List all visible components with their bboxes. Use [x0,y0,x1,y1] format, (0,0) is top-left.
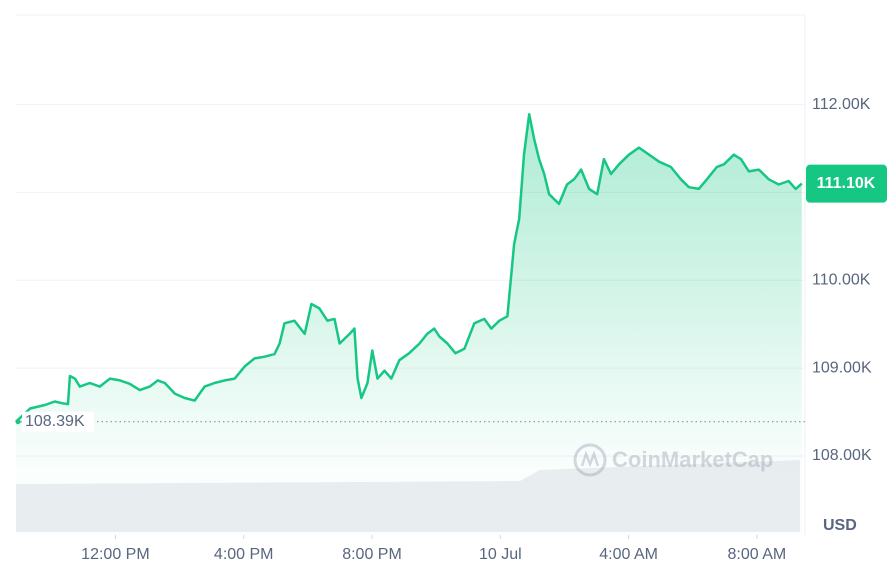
y-tick-label: 109.00K [812,359,872,376]
current-price-label: 111.10K [817,175,876,192]
start-price-label: 108.39K [25,413,85,430]
current-price-badge [806,164,887,203]
area-fill [16,114,802,536]
start-dot [15,419,21,425]
x-tick-label: 4:00 AM [599,546,658,563]
y-tick-label: 112.00K [812,96,871,113]
price-line [15,113,803,423]
start-label-bg [22,411,94,432]
x-tick-label: 8:00 PM [342,546,402,563]
x-tick-label: 12:00 PM [81,546,149,563]
currency-label: USD [823,517,857,534]
y-tick-label: 108.00K [812,447,872,464]
watermark-text: CoinMarketCap [612,447,773,472]
watermark: CoinMarketCap [573,443,773,477]
x-tick-label: 10 Jul [479,546,522,563]
x-tick-label: 8:00 AM [728,546,787,563]
y-tick-label: 110.00K [812,271,871,288]
x-tick-label: 4:00 PM [214,546,274,563]
